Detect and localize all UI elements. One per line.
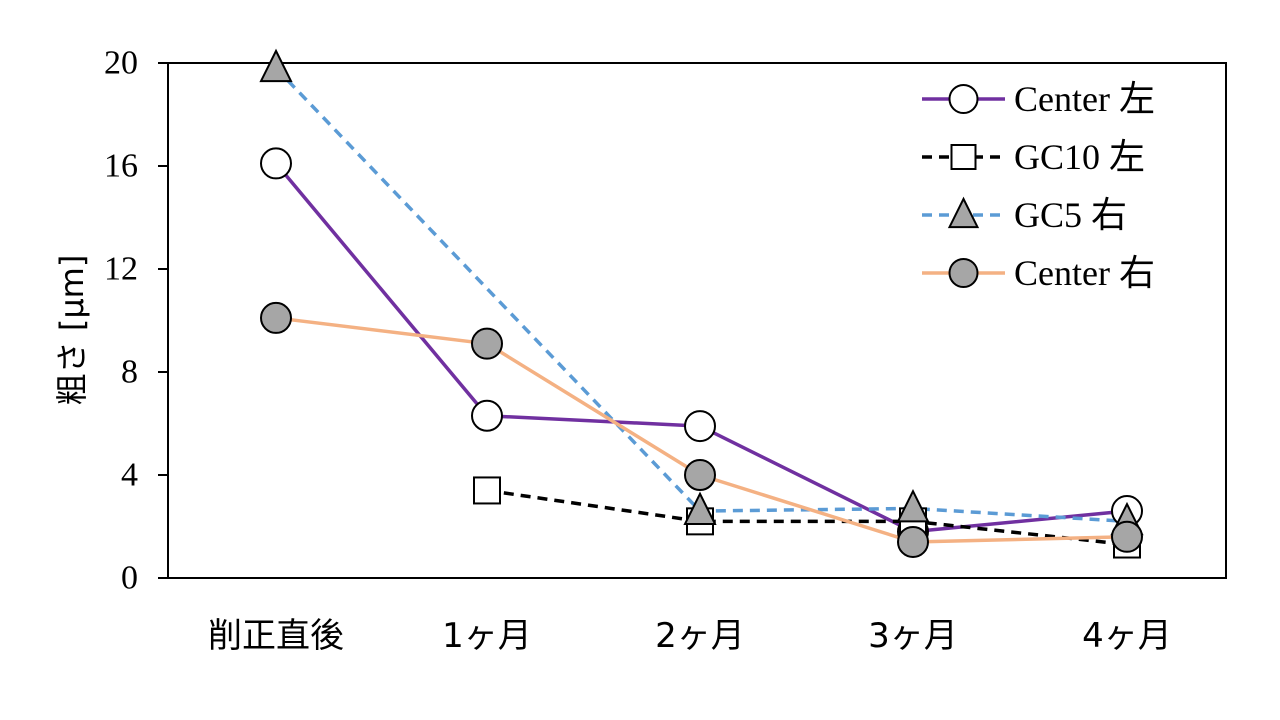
- legend-entry: Center 右: [922, 253, 1155, 293]
- legend-entry: Center 左: [922, 79, 1155, 119]
- legend-marker: [947, 196, 980, 229]
- legend-label: GC10 左: [1014, 137, 1145, 177]
- series-line: [274, 66, 1128, 524]
- legend-entry: GC10 左: [922, 137, 1145, 177]
- legend-entry: GC5 右: [922, 195, 1127, 235]
- data-point: [259, 48, 293, 83]
- data-point: [471, 327, 503, 360]
- legend-marker: [948, 84, 979, 114]
- data-point: [897, 525, 929, 558]
- data-point: [896, 488, 930, 523]
- x-category-label: 1ヶ月: [442, 616, 532, 656]
- data-point: [260, 301, 292, 334]
- data-point: [683, 491, 717, 525]
- series-1-line-group: [486, 488, 1128, 547]
- y-tick-label: 4: [121, 457, 138, 494]
- legend-marker: [948, 258, 979, 288]
- data-point: [471, 399, 503, 432]
- series-3-markers: [260, 301, 1143, 558]
- legend-label: Center 右: [1014, 253, 1155, 293]
- legend-label: GC5 右: [1014, 195, 1127, 235]
- plot-frame: [167, 62, 1227, 579]
- y-tick-label: 20: [104, 45, 138, 82]
- y-tick-label: 12: [104, 251, 138, 288]
- legend-marker: [950, 144, 977, 170]
- y-tick-label: 8: [121, 354, 138, 391]
- data-point: [684, 410, 716, 443]
- data-point: [1111, 520, 1143, 553]
- series-2-line-group: [274, 66, 1128, 524]
- data-point: [473, 476, 501, 505]
- x-category-label: 4ヶ月: [1082, 616, 1172, 656]
- series-line: [486, 488, 1128, 547]
- x-category-label: 3ヶ月: [868, 616, 958, 656]
- data-point: [260, 147, 292, 180]
- y-tick-label: 16: [104, 148, 138, 185]
- legend-label: Center 左: [1014, 79, 1155, 119]
- data-point: [684, 459, 716, 491]
- y-axis-label: 粗さ [μm]: [53, 255, 91, 406]
- y-tick-label: 0: [121, 560, 138, 597]
- x-category-label: 削正直後: [208, 616, 344, 656]
- x-category-label: 2ヶ月: [655, 616, 745, 656]
